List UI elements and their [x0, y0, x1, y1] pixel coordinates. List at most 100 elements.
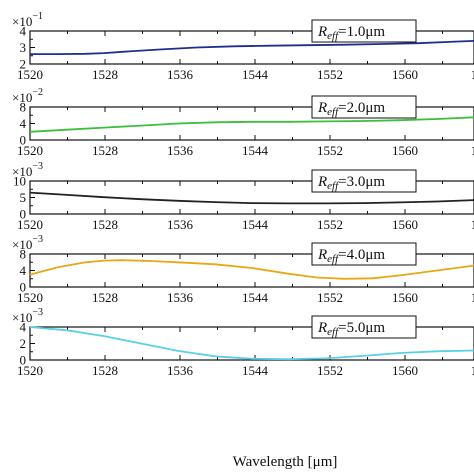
- y-scale-multiplier: ×10−1: [12, 11, 43, 29]
- panel-3: 1520 1528 1536 1544 1552 1560 1 105 0 ×10−3 Reff=3…: [12, 161, 474, 232]
- legend-label: Reff=5.0μm: [317, 320, 385, 338]
- x-tick-label: 1552: [317, 363, 343, 378]
- y-tick-label: 4: [20, 116, 27, 131]
- x-tick-label: 1528: [92, 143, 118, 158]
- y-scale-multiplier: ×10−3: [12, 234, 43, 252]
- y-tick-label: 4: [20, 263, 27, 278]
- x-tick-label: 1560: [392, 290, 418, 305]
- x-tick-label: 1528: [92, 363, 118, 378]
- x-tick-label: 1: [471, 363, 474, 378]
- panel-1: 1520 1528 1536 1544 1552 1560 1 43 2 ×10−1 Reff=1.…: [12, 11, 474, 82]
- scale-base: ×10: [12, 90, 32, 105]
- legend-symbol: R: [317, 320, 327, 336]
- x-tick-label: 1552: [317, 143, 343, 158]
- legend-box: [311, 95, 417, 119]
- x-axis-label: Wavelength [μm]: [233, 454, 338, 470]
- legend-value: =4.0μm: [338, 247, 385, 263]
- series-line: [29, 259, 474, 280]
- y-scale-multiplier: ×10−3: [12, 161, 43, 179]
- x-tick-label: 1520: [17, 143, 43, 158]
- x-tick-label: 1: [471, 290, 474, 305]
- series-line: [29, 116, 474, 133]
- x-tick-label: 1544: [242, 217, 269, 232]
- legend-subscript: eff: [327, 106, 340, 118]
- x-tick-label: 1520: [17, 67, 43, 82]
- x-tick-label: 1560: [392, 143, 418, 158]
- y-tick-label: 4: [20, 24, 27, 39]
- scale-exponent: −3: [32, 234, 43, 245]
- y-tick-label: 0: [20, 353, 27, 368]
- y-tick-label: 0: [20, 133, 27, 148]
- x-tick-label: 1560: [392, 217, 418, 232]
- scale-base: ×10: [12, 164, 32, 179]
- series-line: [29, 191, 474, 205]
- legend-value: =2.0μm: [338, 100, 385, 116]
- y-scale-multiplier: ×10−2: [12, 87, 43, 105]
- y-tick-label: 8: [20, 247, 27, 262]
- x-tick-label: 1560: [392, 67, 418, 82]
- x-tick-label: 1544: [242, 67, 269, 82]
- x-tick-label: 1544: [242, 290, 269, 305]
- legend-value: =5.0μm: [338, 320, 385, 336]
- x-tick-label: 1560: [392, 363, 418, 378]
- legend-subscript: eff: [327, 253, 340, 265]
- x-tick-label: 1552: [317, 67, 343, 82]
- scale-base: ×10: [12, 237, 32, 252]
- scale-base: ×10: [12, 14, 32, 29]
- x-tick-label: 1: [471, 217, 474, 232]
- legend-symbol: R: [317, 174, 327, 190]
- series-line: [29, 326, 474, 361]
- x-tick-label: 1: [471, 67, 474, 82]
- legend-subscript: eff: [327, 180, 340, 192]
- x-tick-label: 1544: [242, 363, 269, 378]
- legend-box: [311, 19, 417, 43]
- scale-exponent: −1: [32, 11, 43, 22]
- x-tick-label: 1536: [167, 290, 194, 305]
- y-tick-label: 10: [13, 174, 26, 189]
- x-tick-label: 1536: [167, 143, 194, 158]
- legend-box: [311, 242, 417, 266]
- legend-box: [311, 169, 417, 193]
- x-tick-label: 1528: [92, 217, 118, 232]
- legend-subscript: eff: [327, 326, 340, 338]
- panel-5: 1520 1528 1536 1544 1552 1560 1 42 0 ×10−3 Reff=5.…: [12, 307, 474, 378]
- legend-label: Reff=2.0μm: [317, 100, 385, 118]
- x-tick-label: 1552: [317, 217, 343, 232]
- panel-2: 1520 1528 1536 1544 1552 1560 1 84 0 ×10−2 Reff=2.…: [12, 87, 474, 158]
- y-tick-label: 4: [20, 320, 27, 335]
- y-tick-label: 0: [20, 207, 27, 222]
- legend-value: =3.0μm: [338, 174, 385, 190]
- scale-base: ×10: [12, 310, 32, 325]
- legend-label: Reff=1.0μm: [317, 24, 385, 42]
- y-tick-label: 3: [20, 40, 27, 55]
- x-tick-label: 1520: [17, 217, 43, 232]
- legend-box: [311, 315, 417, 339]
- scale-exponent: −3: [32, 161, 43, 172]
- y-tick-label: 0: [20, 280, 27, 295]
- scale-exponent: −3: [32, 307, 43, 318]
- x-tick-label: 1528: [92, 290, 118, 305]
- x-tick-label: 1520: [17, 363, 43, 378]
- x-tick-label: 1536: [167, 67, 194, 82]
- legend-value: =1.0μm: [338, 24, 385, 40]
- y-tick-label: 5: [20, 190, 27, 205]
- x-tick-label: 1: [471, 143, 474, 158]
- scale-exponent: −2: [32, 87, 43, 98]
- legend-symbol: R: [317, 24, 327, 40]
- x-tick-label: 1544: [242, 143, 269, 158]
- y-tick-label: 8: [20, 100, 27, 115]
- x-tick-label: 1536: [167, 217, 194, 232]
- panel-4: 1520 1528 1536 1544 1552 1560 1 84 0 ×10−3 Reff=4.…: [12, 234, 474, 305]
- x-tick-label: 1520: [17, 290, 43, 305]
- x-tick-label: 1536: [167, 363, 194, 378]
- panels-group: 1520 1528 1536 1544 1552 1560 1432×10−1Reff=1.…: [12, 11, 474, 378]
- x-tick-label: 1528: [92, 67, 118, 82]
- y-scale-multiplier: ×10−3: [12, 307, 43, 325]
- y-tick-label: 2: [20, 336, 27, 351]
- x-tick-label: 1552: [317, 290, 343, 305]
- legend-label: Reff=3.0μm: [317, 174, 385, 192]
- legend-subscript: eff: [327, 30, 340, 42]
- legend-symbol: R: [317, 247, 327, 263]
- legend-label: Reff=4.0μm: [317, 247, 385, 265]
